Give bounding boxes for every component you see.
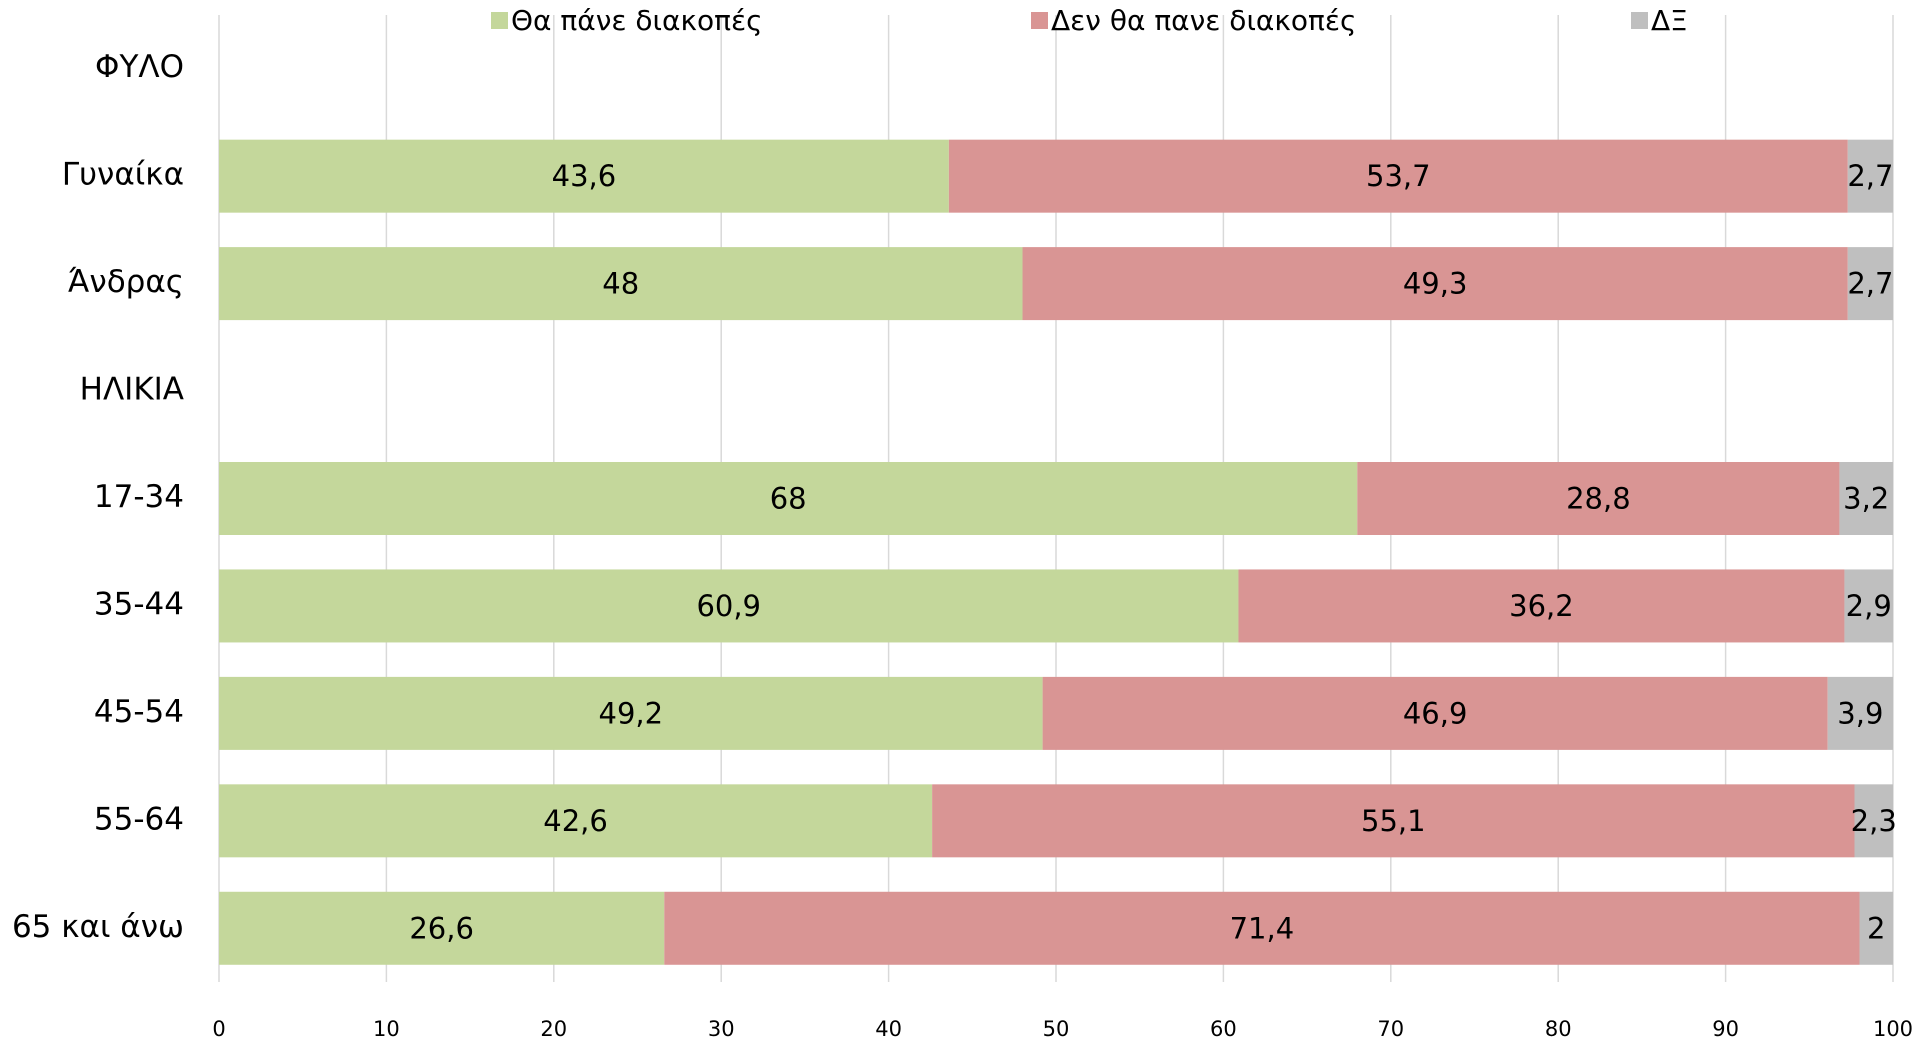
data-label: 26,6: [409, 911, 474, 945]
data-label: 2,3: [1851, 804, 1897, 838]
bar-segment: [219, 784, 933, 858]
x-tick-label: 80: [1545, 1017, 1572, 1041]
y-tick-label: 35-44: [94, 586, 184, 622]
bar-segment: [1847, 247, 1893, 321]
legend-label: ΔΞ: [1651, 4, 1688, 37]
bar-segment: [1238, 569, 1845, 643]
data-label: 2,7: [1847, 267, 1893, 301]
bar-segment: [219, 891, 665, 965]
x-tick-label: 0: [212, 1017, 225, 1041]
data-label: 2,9: [1846, 589, 1892, 623]
legend-swatch: [1631, 12, 1648, 29]
bar-segment: [664, 891, 1860, 965]
data-label: 53,7: [1366, 159, 1431, 193]
legend-label: Δεν θα πανε διακοπές: [1051, 4, 1356, 37]
y-tick-label: Άνδρας: [68, 264, 184, 300]
legend-swatch: [1031, 12, 1048, 29]
bar-segment: [1357, 462, 1840, 535]
y-tick-label: 55-64: [94, 801, 184, 837]
x-tick-label: 40: [875, 1017, 902, 1041]
data-label: 68: [770, 482, 807, 516]
y-tick-label: Γυναίκα: [62, 157, 184, 193]
data-label: 55,1: [1361, 804, 1426, 838]
bar-segment: [932, 784, 1855, 858]
bar-segment: [1042, 676, 1828, 750]
data-label: 2: [1867, 911, 1885, 945]
y-tick-label: ΦΥΛΟ: [95, 49, 184, 85]
data-label: 49,3: [1403, 267, 1468, 301]
data-label: 3,9: [1837, 696, 1883, 730]
x-tick-label: 100: [1873, 1017, 1913, 1041]
data-label: 43,6: [552, 159, 617, 193]
x-tick-label: 10: [373, 1017, 400, 1041]
bar-segment: [948, 139, 1848, 213]
y-tick-label: ΗΛΙΚΙΑ: [80, 372, 184, 408]
data-label: 42,6: [543, 804, 608, 838]
bar-segment: [1854, 784, 1893, 858]
x-tick-label: 90: [1712, 1017, 1739, 1041]
bar-segment: [1859, 891, 1893, 965]
bar-segment: [1847, 139, 1893, 213]
data-label: 2,7: [1847, 159, 1893, 193]
bar-segment: [1827, 676, 1893, 750]
data-label: 3,2: [1843, 482, 1889, 516]
bar-segment: [1844, 569, 1893, 643]
legend-swatch: [491, 12, 508, 29]
y-tick-label: 65 και άνω: [12, 909, 184, 945]
data-label: 48: [602, 267, 639, 301]
bar-segment: [219, 462, 1358, 535]
x-tick-label: 70: [1377, 1017, 1404, 1041]
data-label: 36,2: [1509, 589, 1574, 623]
bar-segment: [219, 139, 949, 213]
bar-segment: [219, 569, 1239, 643]
x-tick-label: 50: [1043, 1017, 1070, 1041]
data-label: 60,9: [696, 589, 761, 623]
x-tick-label: 30: [708, 1017, 735, 1041]
bar-segment: [1022, 247, 1848, 321]
data-label: 49,2: [599, 696, 664, 730]
data-label: 46,9: [1403, 696, 1468, 730]
y-tick-label: 17-34: [94, 479, 184, 515]
data-label: 71,4: [1230, 911, 1295, 945]
data-label: 28,8: [1566, 482, 1631, 516]
bar-segment: [1839, 462, 1893, 535]
y-tick-label: 45-54: [94, 694, 184, 730]
bar-segment: [219, 247, 1023, 321]
bar-segment: [219, 676, 1043, 750]
x-tick-label: 20: [540, 1017, 567, 1041]
x-tick-label: 60: [1210, 1017, 1237, 1041]
legend-label: Θα πάνε διακοπές: [511, 4, 763, 37]
